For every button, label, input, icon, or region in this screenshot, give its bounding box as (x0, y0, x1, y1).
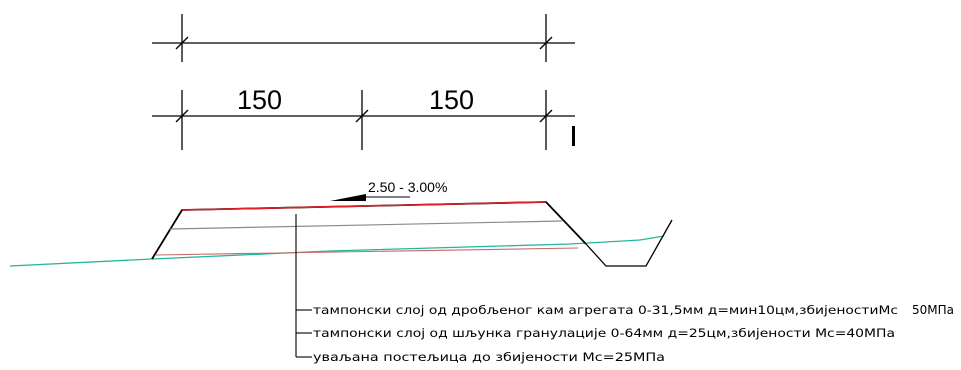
dimension-left-value: 150 (237, 85, 282, 115)
slope-arrow (330, 194, 366, 201)
split-tick-right (539, 109, 553, 123)
dimension-right-value: 150 (429, 85, 474, 115)
layer-note-1-suffix: 50МПа (912, 303, 954, 317)
split-tick-left (175, 109, 189, 123)
axis-marker (572, 126, 575, 146)
bottom-layer-line (155, 247, 579, 256)
dimension-block (152, 14, 575, 150)
split-tick-mid (355, 109, 369, 123)
slope-label: 2.50 - 3.00% (368, 179, 447, 195)
cross-section (9, 201, 673, 358)
ground-line (9, 235, 665, 267)
overall-tick-left (175, 36, 189, 50)
layer-note-2: тампонски слој од шљунка гранулације 0-6… (313, 326, 895, 340)
layer-note-3: уваљана постељица до збијености Мс=25МПа (313, 350, 665, 364)
layer-note-1: тампонски слој од дробљеног кам агрегата… (313, 303, 898, 317)
drainage-ditch (585, 219, 673, 267)
overall-tick-right (539, 36, 553, 50)
top-layer-line (181, 201, 547, 211)
middle-layer-line (169, 220, 563, 230)
